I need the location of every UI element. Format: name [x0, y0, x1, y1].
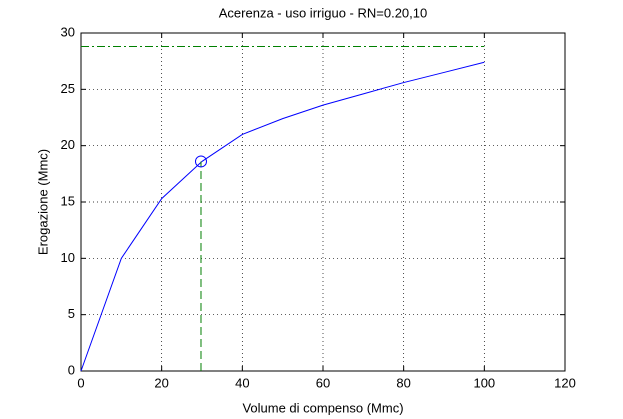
chart-title: Acerenza - uso irriguo - RN=0.20,10 — [219, 5, 427, 20]
x-tick-label: 40 — [235, 375, 249, 390]
x-tick-label: 60 — [316, 375, 330, 390]
y-tick-label: 5 — [68, 306, 75, 321]
y-tick-label: 20 — [61, 137, 75, 152]
marker — [194, 155, 207, 168]
x-tick-label: 120 — [554, 375, 576, 390]
x-axis-label: Volume di compenso (Mmc) — [242, 400, 403, 415]
x-tick-label: 80 — [396, 375, 410, 390]
y-tick-label: 0 — [68, 362, 75, 377]
x-tick-label: 0 — [77, 375, 84, 390]
y-axis-label: Erogazione (Mmc) — [35, 149, 50, 255]
x-tick-label: 20 — [154, 375, 168, 390]
series-line — [80, 61, 485, 372]
y-tick-label: 30 — [61, 24, 75, 39]
axes-box — [80, 32, 566, 372]
y-tick-label: 15 — [61, 193, 75, 208]
y-tick-label: 25 — [61, 81, 75, 96]
x-tick-label: 100 — [473, 375, 495, 390]
y-tick-label: 10 — [61, 250, 75, 265]
